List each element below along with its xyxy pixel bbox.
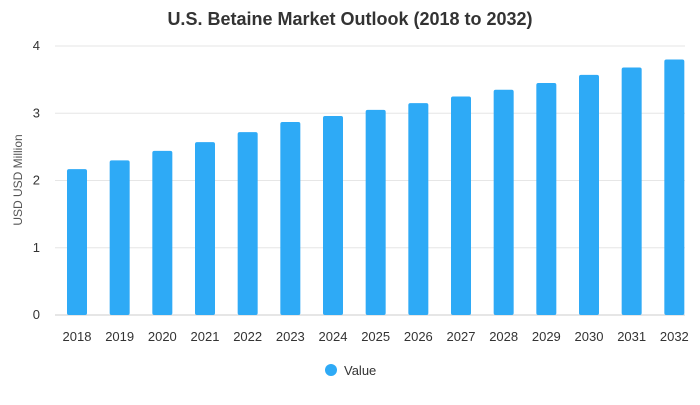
x-tick-labels: 2018 2019 2020 2021 2022 2023 2024 2025 2026 2027… — [63, 329, 689, 344]
bar-2029[interactable] — [536, 82, 557, 315]
x-tick-label: 2020 — [148, 329, 177, 344]
legend-marker — [325, 364, 337, 376]
legend-label: Value — [344, 363, 376, 378]
bar-2028[interactable] — [493, 89, 514, 316]
x-tick-label: 2023 — [276, 329, 305, 344]
chart-title: U.S. Betaine Market Outlook (2018 to 203… — [167, 9, 532, 29]
bar-2026[interactable] — [408, 103, 429, 315]
x-tick-label: 2030 — [575, 329, 604, 344]
legend[interactable]: Value — [325, 363, 376, 378]
bar-2019[interactable] — [109, 160, 130, 315]
x-tick-label: 2025 — [361, 329, 390, 344]
bar-2021[interactable] — [195, 142, 215, 315]
x-tick-label: 2029 — [532, 329, 561, 344]
bar-2022[interactable] — [237, 132, 258, 315]
y-tick-label: 4 — [33, 38, 40, 53]
x-tick-label: 2027 — [447, 329, 476, 344]
bars-layer — [67, 59, 685, 316]
bar-2032[interactable] — [664, 59, 685, 316]
x-tick-label: 2031 — [617, 329, 646, 344]
bar-2025[interactable] — [365, 109, 386, 315]
bar-2020[interactable] — [152, 150, 173, 315]
x-tick-label: 2018 — [63, 329, 92, 344]
x-tick-label: 2028 — [489, 329, 518, 344]
x-tick-label: 2021 — [191, 329, 220, 344]
bar-2031[interactable] — [621, 67, 642, 316]
y-tick-label: 2 — [33, 173, 40, 188]
bar-2027[interactable] — [451, 96, 471, 315]
y-axis-label: USD USD Million — [11, 134, 25, 225]
x-tick-label: 2032 — [660, 329, 689, 344]
bar-2018[interactable] — [67, 169, 87, 315]
bar-2030[interactable] — [579, 74, 599, 315]
bar-2023[interactable] — [280, 121, 301, 316]
y-tick-label: 0 — [33, 307, 40, 322]
x-tick-label: 2024 — [319, 329, 348, 344]
y-tick-label: 3 — [33, 105, 40, 120]
x-tick-label: 2022 — [233, 329, 262, 344]
x-tick-label: 2026 — [404, 329, 433, 344]
bar-2024[interactable] — [323, 115, 343, 315]
x-tick-label: 2019 — [105, 329, 134, 344]
y-tick-label: 1 — [33, 240, 40, 255]
